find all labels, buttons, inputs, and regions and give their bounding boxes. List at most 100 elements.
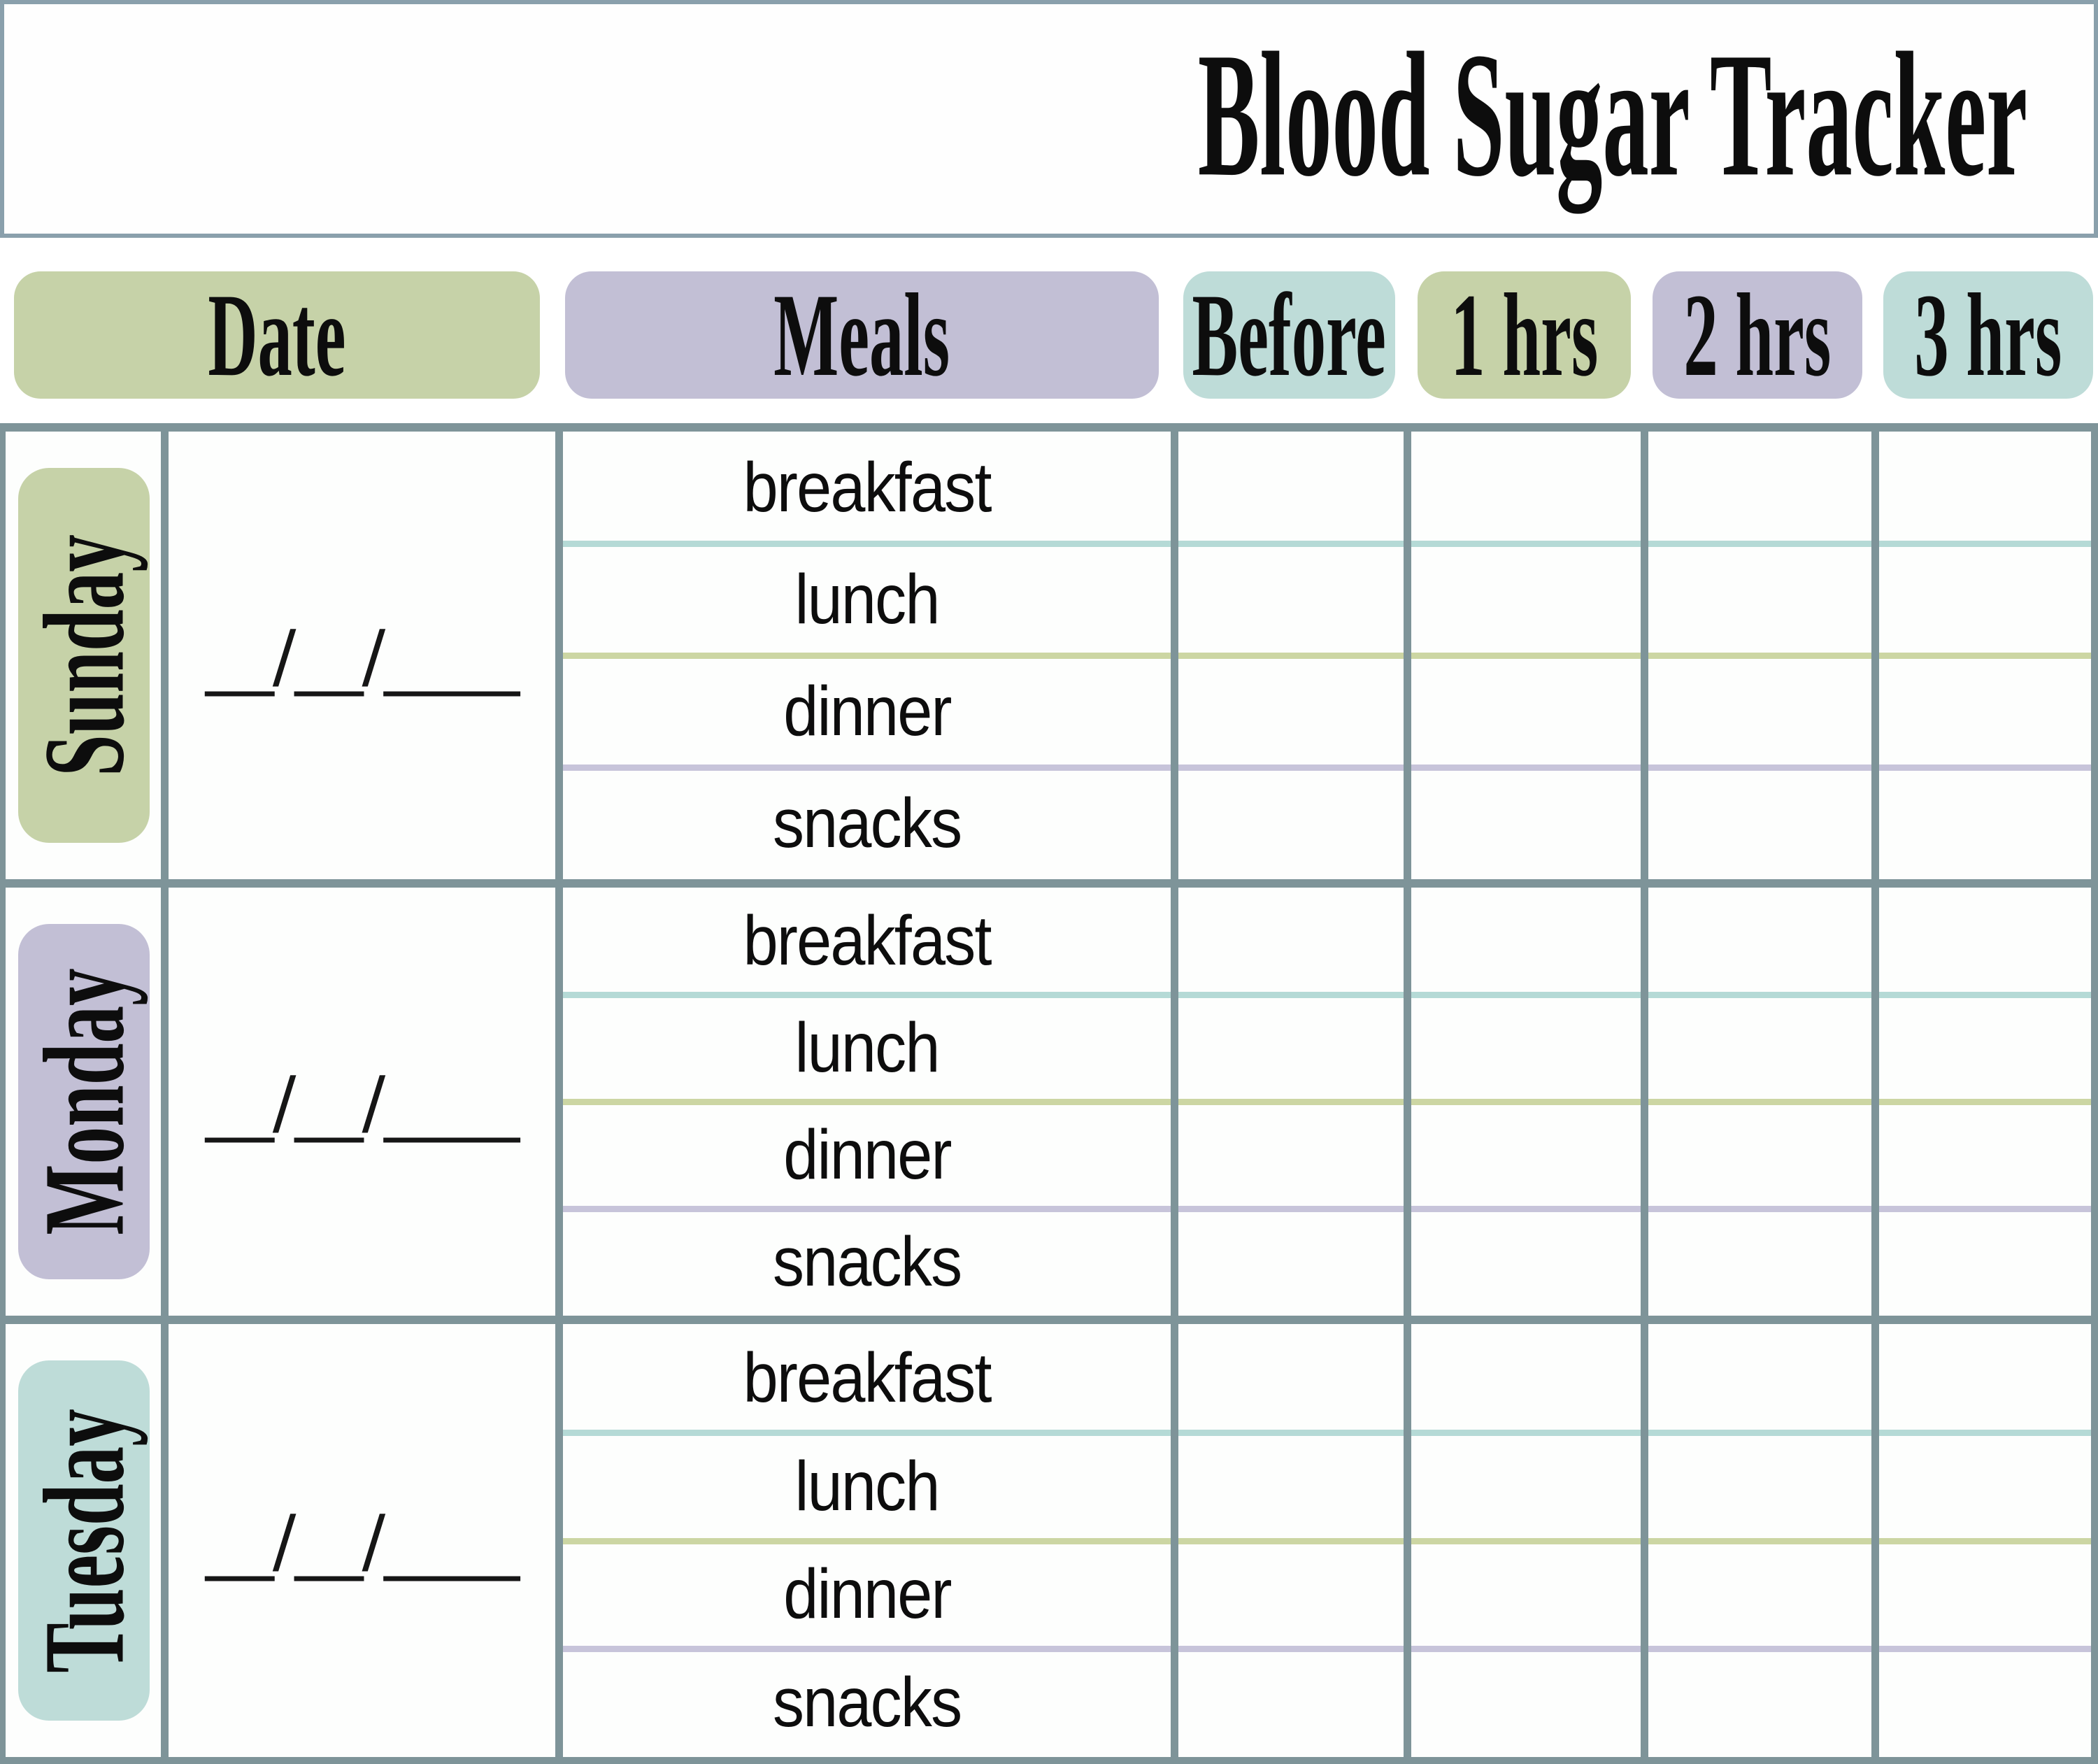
entry-cell-sunday-lunch-3hrs[interactable] (1879, 543, 2091, 655)
day-divider (6, 879, 2091, 888)
row-separator-teal (563, 541, 2091, 547)
meal-label: snacks (772, 1223, 962, 1301)
entry-cell-sunday-breakfast-2hrs[interactable] (1648, 432, 1871, 543)
date-placeholder-monday: __/__/____ (205, 1060, 520, 1143)
entry-cell-monday-lunch-3hrs[interactable] (1879, 995, 2091, 1102)
meal-row-sunday-dinner: dinner (563, 655, 2091, 767)
meal-label-cell: dinner (563, 1102, 1171, 1209)
day-block-tuesday: Tuesday __/__/____ breakfast lunch (6, 1324, 2091, 1757)
entry-cell-tuesday-breakfast-3hrs[interactable] (1879, 1324, 2091, 1432)
entry-cell-tuesday-snacks-2hrs[interactable] (1648, 1649, 1871, 1757)
meal-label: snacks (772, 783, 962, 862)
entry-cell-monday-dinner-3hrs[interactable] (1879, 1102, 2091, 1209)
entry-cell-sunday-snacks-3hrs[interactable] (1879, 767, 2091, 879)
entry-cell-monday-lunch-before[interactable] (1178, 995, 1404, 1102)
entry-cell-monday-snacks-3hrs[interactable] (1879, 1209, 2091, 1316)
entry-cell-tuesday-lunch-1hrs[interactable] (1411, 1432, 1641, 1541)
entry-cell-tuesday-dinner-before[interactable] (1178, 1541, 1404, 1649)
meal-label-cell: snacks (563, 1649, 1171, 1757)
entry-cell-monday-dinner-1hrs[interactable] (1411, 1102, 1641, 1209)
meal-label-cell: lunch (563, 995, 1171, 1102)
entry-cell-sunday-snacks-2hrs[interactable] (1648, 767, 1871, 879)
entry-cell-sunday-dinner-before[interactable] (1178, 655, 1404, 767)
column-header-before-label: Before (1192, 269, 1387, 401)
meal-label: dinner (783, 671, 952, 751)
entry-cell-tuesday-breakfast-2hrs[interactable] (1648, 1324, 1871, 1432)
meal-row-monday-lunch: lunch (563, 995, 2091, 1102)
entry-cell-sunday-lunch-2hrs[interactable] (1648, 543, 1871, 655)
row-separator-purple (563, 1206, 2091, 1212)
entry-cell-tuesday-lunch-3hrs[interactable] (1879, 1432, 2091, 1541)
column-header-2hrs-label: 2 hrs (1683, 269, 1832, 401)
meal-label-cell: snacks (563, 767, 1171, 879)
meal-label-cell: breakfast (563, 888, 1171, 995)
entry-cell-monday-lunch-1hrs[interactable] (1411, 995, 1641, 1102)
date-field-sunday[interactable]: __/__/____ (169, 432, 555, 879)
entry-cell-sunday-dinner-1hrs[interactable] (1411, 655, 1641, 767)
column-header-3hrs-label: 3 hrs (1914, 269, 2062, 401)
meal-label: breakfast (743, 1338, 992, 1417)
entry-cell-sunday-snacks-before[interactable] (1178, 767, 1404, 879)
grid-vline-1hrs-2hrs (1641, 432, 1648, 1757)
meal-row-monday-breakfast: breakfast (563, 888, 2091, 995)
entry-cell-tuesday-lunch-before[interactable] (1178, 1432, 1404, 1541)
entry-cell-monday-dinner-2hrs[interactable] (1648, 1102, 1871, 1209)
entry-cell-monday-breakfast-1hrs[interactable] (1411, 888, 1641, 995)
entry-cell-monday-lunch-2hrs[interactable] (1648, 995, 1871, 1102)
entry-cell-sunday-breakfast-3hrs[interactable] (1879, 432, 2091, 543)
day-label-sunday: Sunday (20, 534, 148, 776)
meal-label: breakfast (743, 448, 992, 527)
entry-cell-monday-dinner-before[interactable] (1178, 1102, 1404, 1209)
entry-cell-monday-breakfast-2hrs[interactable] (1648, 888, 1871, 995)
column-header-1hrs: 1 hrs (1418, 271, 1631, 399)
meal-label: lunch (794, 1446, 940, 1525)
date-field-tuesday[interactable]: __/__/____ (169, 1324, 555, 1757)
entry-cell-tuesday-lunch-2hrs[interactable] (1648, 1432, 1871, 1541)
entry-cell-sunday-breakfast-1hrs[interactable] (1411, 432, 1641, 543)
entry-cell-monday-breakfast-before[interactable] (1178, 888, 1404, 995)
entry-cell-sunday-lunch-1hrs[interactable] (1411, 543, 1641, 655)
meal-label: lunch (794, 1009, 940, 1087)
column-header-date-label: Date (208, 269, 346, 401)
column-header-1hrs-label: 1 hrs (1450, 269, 1598, 401)
entry-cell-sunday-breakfast-before[interactable] (1178, 432, 1404, 543)
day-cell-sunday: Sunday (6, 432, 161, 879)
day-block-monday: Monday __/__/____ breakfast lunch (6, 888, 2091, 1316)
meal-row-tuesday-lunch: lunch (563, 1432, 2091, 1541)
meal-label-cell: dinner (563, 655, 1171, 767)
entry-cell-tuesday-breakfast-1hrs[interactable] (1411, 1324, 1641, 1432)
entry-cell-tuesday-snacks-before[interactable] (1178, 1649, 1404, 1757)
entry-cell-tuesday-snacks-3hrs[interactable] (1879, 1649, 2091, 1757)
entry-cell-tuesday-dinner-1hrs[interactable] (1411, 1541, 1641, 1649)
row-separator-purple (563, 764, 2091, 771)
entry-cell-tuesday-snacks-1hrs[interactable] (1411, 1649, 1641, 1757)
meal-label: snacks (772, 1663, 962, 1742)
meal-label-cell: breakfast (563, 432, 1171, 543)
day-block-sunday: Sunday __/__/____ breakfast lunch (6, 432, 2091, 879)
day-label-tuesday: Tuesday (20, 1408, 148, 1673)
entry-cell-tuesday-breakfast-before[interactable] (1178, 1324, 1404, 1432)
entry-cell-sunday-dinner-2hrs[interactable] (1648, 655, 1871, 767)
meal-label: dinner (783, 1116, 952, 1194)
entry-cell-tuesday-dinner-3hrs[interactable] (1879, 1541, 2091, 1649)
column-header-before: Before (1183, 271, 1395, 399)
entry-cell-monday-snacks-2hrs[interactable] (1648, 1209, 1871, 1316)
entry-cell-monday-breakfast-3hrs[interactable] (1879, 888, 2091, 995)
entry-cell-monday-snacks-1hrs[interactable] (1411, 1209, 1641, 1316)
column-header-date: Date (14, 271, 540, 399)
column-header-meals-label: Meals (773, 269, 950, 401)
entry-cell-monday-snacks-before[interactable] (1178, 1209, 1404, 1316)
date-field-monday[interactable]: __/__/____ (169, 888, 555, 1316)
entry-cell-sunday-dinner-3hrs[interactable] (1879, 655, 2091, 767)
meal-label: lunch (794, 560, 940, 639)
row-separator-teal (563, 992, 2091, 998)
entry-cell-sunday-snacks-1hrs[interactable] (1411, 767, 1641, 879)
row-separator-purple (563, 1646, 2091, 1653)
entry-cell-tuesday-dinner-2hrs[interactable] (1648, 1541, 1871, 1649)
meal-row-monday-snacks: snacks (563, 1209, 2091, 1316)
entry-cell-sunday-lunch-before[interactable] (1178, 543, 1404, 655)
row-separator-green (563, 653, 2091, 659)
column-header-2hrs: 2 hrs (1653, 271, 1862, 399)
meal-row-sunday-breakfast: breakfast (563, 432, 2091, 543)
day-label-monday: Monday (20, 968, 148, 1235)
